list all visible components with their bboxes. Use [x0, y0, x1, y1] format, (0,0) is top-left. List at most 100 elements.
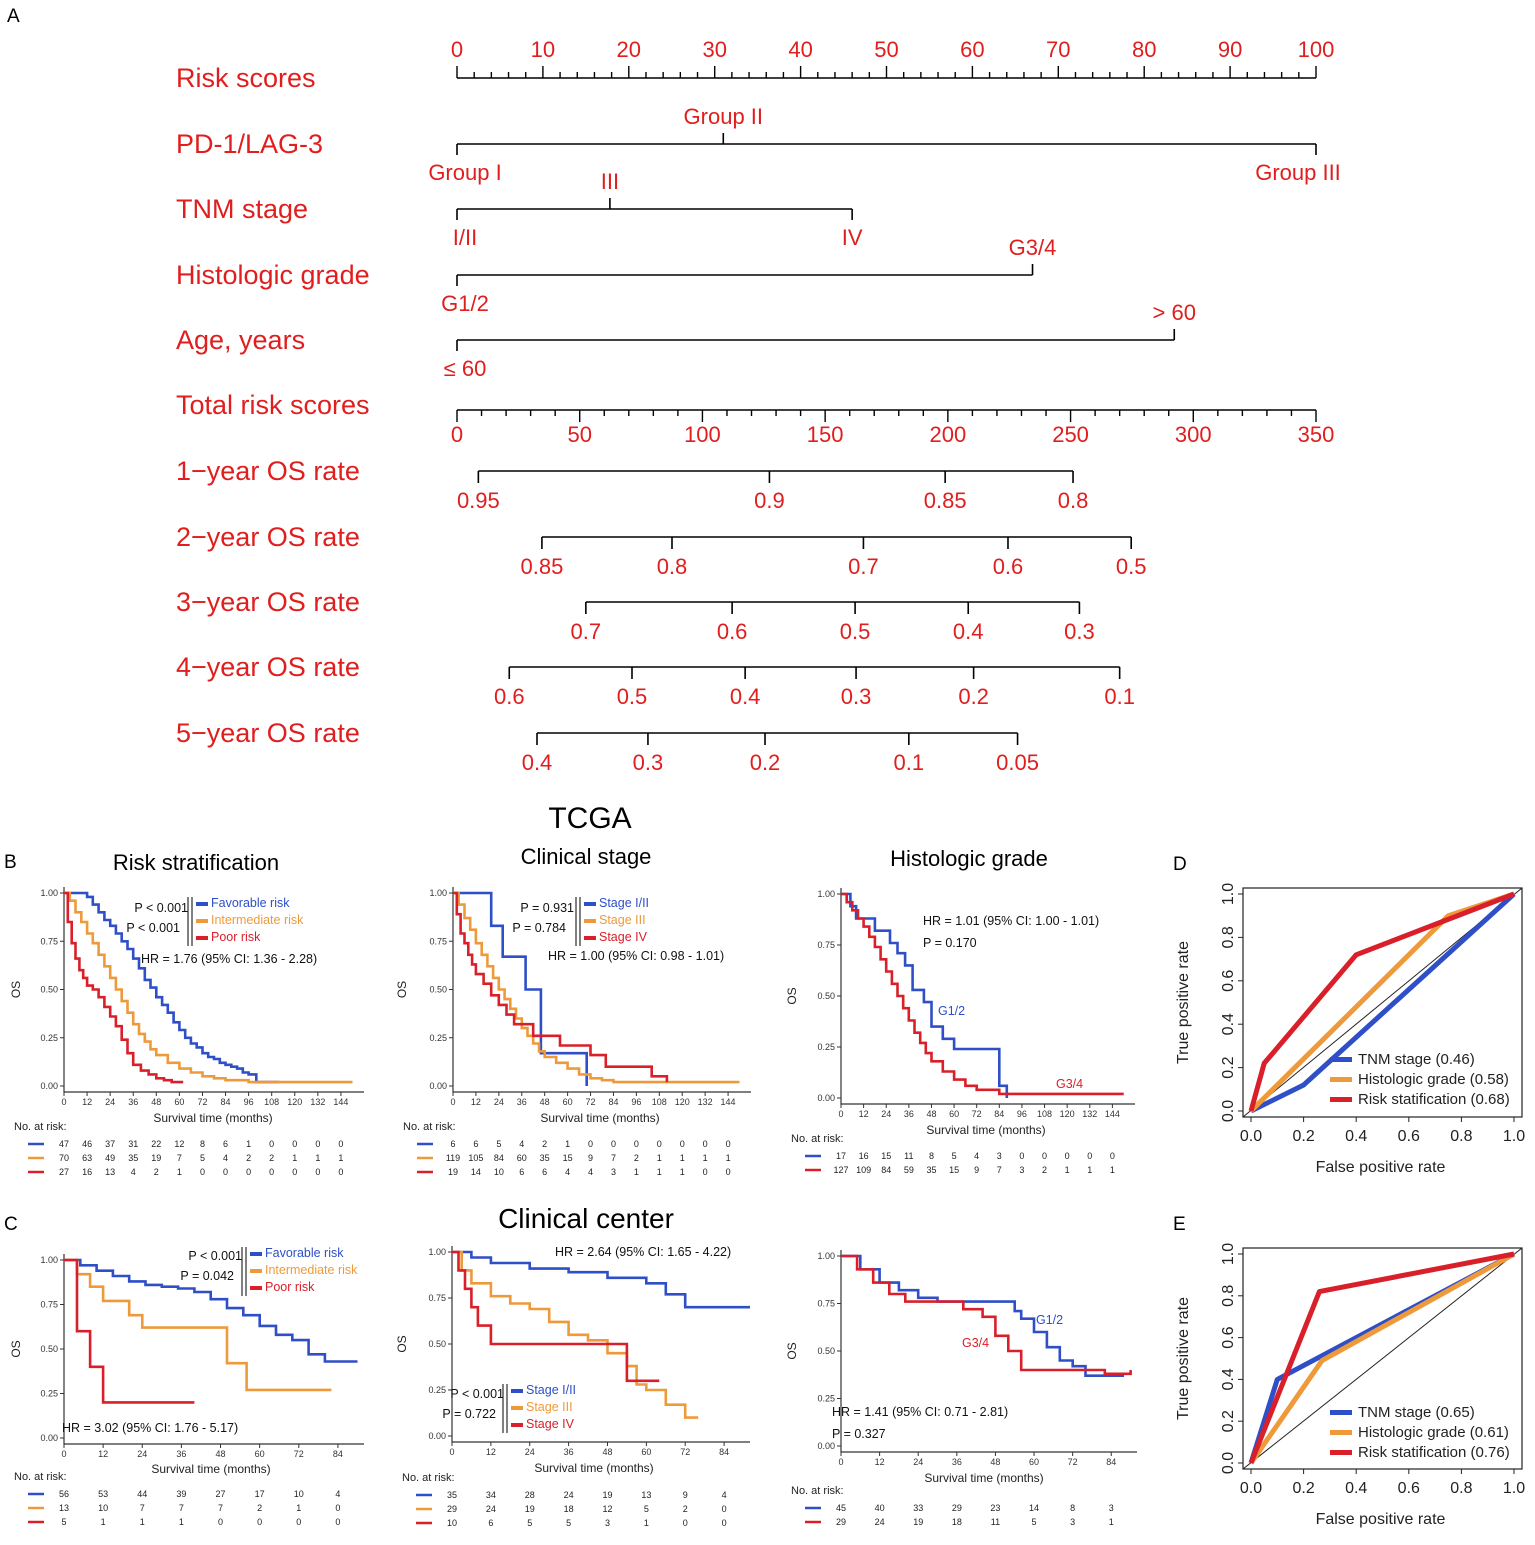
km-ytick-label: 0.50 [817, 991, 835, 1001]
km-risk-count: 19 [448, 1167, 458, 1177]
km-risk-count: 1 [1087, 1165, 1092, 1175]
km-xtick-label: 36 [952, 1457, 962, 1467]
km-xtick-label: 48 [926, 1109, 936, 1119]
km-risk-count: 33 [913, 1503, 923, 1513]
km-risk-count: 3 [605, 1518, 610, 1528]
km-xtick-label: 120 [675, 1097, 690, 1107]
km-xtick-label: 132 [310, 1097, 325, 1107]
km-xtick-label: 48 [216, 1449, 226, 1459]
km-risk-count: 13 [59, 1503, 69, 1513]
nomogram-rate-label: 0.95 [457, 488, 500, 513]
roc-ytick-label: 0.4 [1220, 1013, 1237, 1035]
km-legend-label: Favorable risk [211, 896, 290, 910]
km-xtick-label: 0 [838, 1109, 843, 1119]
km-risk-count: 1 [680, 1167, 685, 1177]
km-xtick-label: 72 [972, 1109, 982, 1119]
km-risk-count: 0 [680, 1139, 685, 1149]
km-pvalue: P < 0.001 [126, 921, 180, 935]
km-risk-count: 34 [486, 1490, 496, 1500]
km-xtick-label: 24 [494, 1097, 504, 1107]
km-pvalue: P = 0.170 [923, 936, 977, 950]
km-risk-count: 1 [177, 1167, 182, 1177]
nomogram-category-label: G1/2 [441, 291, 489, 316]
km-risk-count: 4 [974, 1151, 979, 1161]
km-risk-count: 127 [833, 1165, 848, 1175]
km-risk-count: 2 [634, 1153, 639, 1163]
roc-frame [1242, 887, 1523, 1118]
km-legend-swatch [196, 936, 208, 940]
nomogram-tick-label: 200 [929, 422, 966, 447]
km-risk-count: 6 [223, 1139, 228, 1149]
km-risk-count: 0 [269, 1139, 274, 1149]
nomogram-tick-label: 300 [1175, 422, 1212, 447]
km-risk-count: 9 [588, 1153, 593, 1163]
km-xtick-label: 60 [641, 1447, 651, 1457]
panel-label-a: A [7, 6, 20, 27]
km-xtick-label: 48 [990, 1457, 1000, 1467]
km-xtick-label: 96 [631, 1097, 641, 1107]
roc-xtick-label: 0.4 [1345, 1128, 1367, 1145]
km-curve [453, 891, 669, 1083]
roc-legend-swatch [1330, 1057, 1352, 1062]
km-xtick-label: 24 [913, 1457, 923, 1467]
km-xtick-label: 96 [244, 1097, 254, 1107]
km-pvalue: P = 0.327 [832, 1427, 886, 1441]
roc-ylabel: True positive rate [1175, 1297, 1192, 1420]
nomogram-rate-label: 0.2 [958, 684, 989, 709]
km-title: Risk stratification [113, 850, 279, 875]
nomogram-row-label: 4−year OS rate [176, 652, 360, 682]
km-ytick-label: 0.75 [40, 936, 58, 946]
km-risk-count: 8 [200, 1139, 205, 1149]
km-pvalue: P = 0.931 [520, 901, 574, 915]
km-xlabel: Survival time (months) [924, 1471, 1043, 1485]
km-ytick-label: 0.00 [40, 1433, 58, 1443]
km-curve [64, 1258, 332, 1392]
nomogram-tick-label: 60 [960, 37, 984, 62]
roc-legend-swatch [1330, 1430, 1352, 1435]
km-curve-label: G1/2 [1036, 1313, 1063, 1327]
km-risk-count: 4 [223, 1153, 228, 1163]
nomogram-category-label: IV [842, 225, 863, 250]
km-ytick-label: 0.00 [40, 1081, 58, 1091]
nomogram-rate-label: 0.2 [750, 750, 781, 775]
roc-curve [1248, 891, 1515, 1112]
km-ytick-label: 0.50 [429, 985, 447, 995]
nomogram-tick-label: 0 [451, 422, 463, 447]
km-ytick-label: 0.00 [817, 1441, 835, 1451]
km-risk-count: 53 [98, 1489, 108, 1499]
km-risk-count: 2 [683, 1504, 688, 1514]
nomogram-row-label: 5−year OS rate [176, 718, 360, 748]
km-risk-count: 39 [176, 1489, 186, 1499]
km-risk-count: 6 [519, 1167, 524, 1177]
km-risk-count: 1 [1110, 1165, 1115, 1175]
km-risk-count: 46 [82, 1139, 92, 1149]
km-xtick-label: 0 [838, 1457, 843, 1467]
km-risk-count: 4 [519, 1139, 524, 1149]
nomogram-category-label: III [601, 169, 619, 194]
nomogram-category-label: > 60 [1153, 300, 1196, 325]
panel-label-b: B [4, 852, 17, 873]
nomogram-rate-label: 0.1 [894, 750, 925, 775]
nomogram-tick-label: 30 [702, 37, 726, 62]
km-risk-count: 0 [726, 1139, 731, 1149]
nomogram-tick-label: 20 [617, 37, 641, 62]
km-risk-count: 1 [1109, 1517, 1114, 1527]
km-xtick-label: 84 [221, 1097, 231, 1107]
km-xtick-label: 132 [1082, 1109, 1097, 1119]
km-risk-count: 10 [98, 1503, 108, 1513]
km-legend-swatch [250, 1252, 262, 1256]
panel-label-c: C [4, 1214, 18, 1235]
km-risk-count: 15 [881, 1151, 891, 1161]
km-legend-swatch [511, 1423, 523, 1427]
km-xtick-label: 144 [333, 1097, 348, 1107]
km-xtick-label: 84 [608, 1097, 618, 1107]
km-xtick-label: 144 [1105, 1109, 1120, 1119]
km-ytick-label: 0.00 [428, 1431, 446, 1441]
km-xtick-label: 60 [563, 1097, 573, 1107]
nomogram-rate-label: 0.4 [522, 750, 553, 775]
km-legend-swatch [250, 1286, 262, 1290]
roc-ytick-label: 0.2 [1220, 1410, 1237, 1432]
km-xtick-label: 12 [859, 1109, 869, 1119]
nomogram-row-label: Risk scores [176, 63, 316, 93]
km-xtick-label: 108 [1037, 1109, 1052, 1119]
